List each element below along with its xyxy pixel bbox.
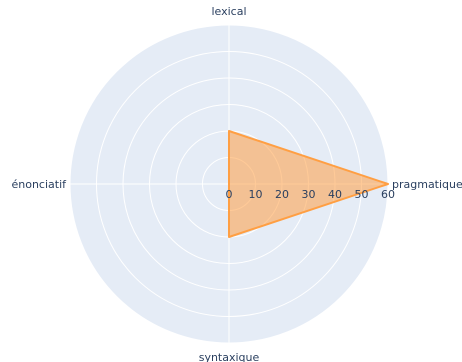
radial-tick-label: 60	[381, 188, 395, 201]
series-layer	[228, 130, 389, 238]
category-label: syntaxique	[199, 351, 260, 362]
category-label-layer: pragmatique lexical énonciatif syntaxique	[11, 5, 462, 362]
category-label: énonciatif	[11, 178, 67, 191]
category-label: pragmatique	[392, 178, 462, 191]
radial-tick-label: 50	[355, 188, 369, 201]
radial-tick-label: 40	[328, 188, 342, 201]
series-area	[228, 130, 389, 238]
radial-tick-label: 20	[275, 188, 289, 201]
radial-tick-label: 0	[226, 188, 233, 201]
radial-tick-label: 30	[302, 188, 316, 201]
category-label: lexical	[211, 5, 246, 18]
radial-tick-label: 10	[249, 188, 263, 201]
tick-layer: 0 10 20 30 40 50 60	[226, 188, 396, 201]
